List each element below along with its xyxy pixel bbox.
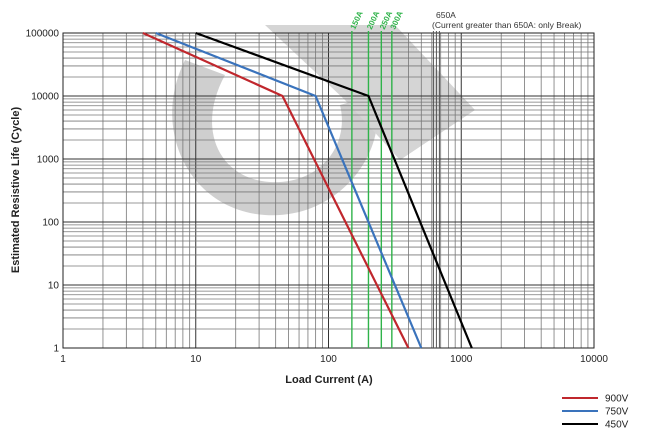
series-line-450V [195,31,473,349]
y-tick-label: 10000 [31,92,59,103]
x-tick-label: 1000 [450,354,473,365]
x-tick-label: 10000 [580,354,608,365]
legend: 900V 750V 450V [562,394,629,431]
series-line-900V [142,31,410,349]
y-tick-label: 100000 [26,29,60,40]
y-tick-label: 10 [48,281,60,292]
y-tick-label: 1000 [37,155,60,166]
limit-line-label: 650A [436,10,456,20]
y-tick-label: 1 [53,344,59,355]
x-axis-title: Load Current (A) [285,374,373,386]
y-axis-ticks: 1 10 100 1000 10000 100000 [26,29,60,355]
y-tick-label: 100 [42,218,59,229]
limit-line-group: 650A (Current greater than 650A: only Br… [432,10,581,348]
x-tick-label: 100 [320,354,337,365]
x-tick-label: 10 [190,354,202,365]
x-tick-label: 1 [60,354,66,365]
legend-label: 900V [605,394,629,405]
plot-frame [62,32,595,349]
limit-line-note: (Current greater than 650A: only Break) [432,20,581,30]
y-axis-title: Estimated Resistive Life (Cycle) [10,107,22,274]
watermark [172,25,475,216]
series-line-750V [155,31,423,349]
legend-label: 750V [605,407,629,418]
series-lines [142,31,473,349]
x-axis-ticks: 1 10 100 1000 10000 [60,354,608,365]
legend-label: 450V [605,420,629,431]
